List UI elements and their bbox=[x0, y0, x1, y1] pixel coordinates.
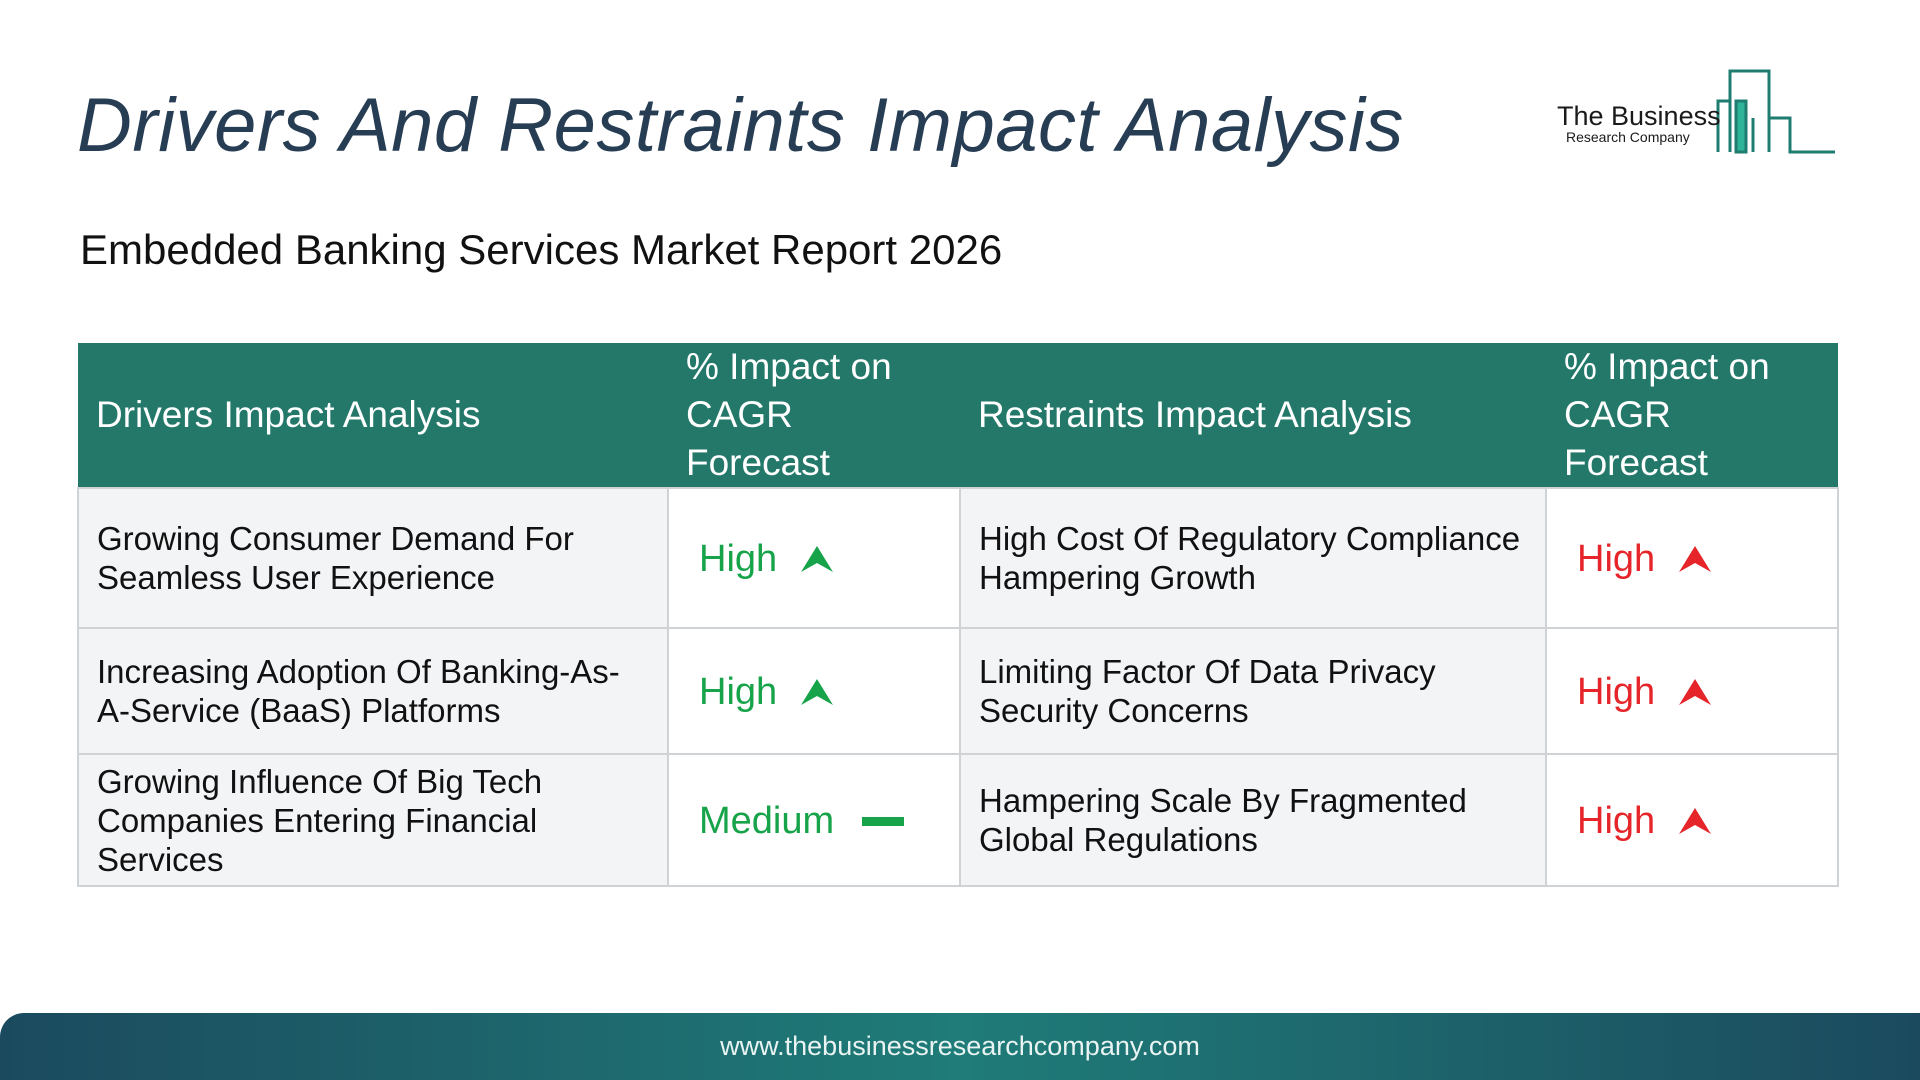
footer-bar: www.thebusinessresearchcompany.com bbox=[0, 1013, 1920, 1080]
building-bars-icon bbox=[1716, 69, 1835, 154]
driver-impact-level: Medium bbox=[699, 799, 835, 842]
impact-table: Drivers Impact Analysis % Impact on CAGR… bbox=[77, 343, 1839, 887]
page-title: Drivers And Restraints Impact Analysis bbox=[77, 83, 1404, 168]
restraint-impact-level: High bbox=[1577, 537, 1656, 580]
driver-impact-level: High bbox=[699, 670, 778, 713]
arrow-up-icon bbox=[801, 546, 834, 573]
driver-cell: Increasing Adoption Of Banking-As-A-Serv… bbox=[77, 627, 669, 755]
logo-tagline: Research Company bbox=[1566, 129, 1690, 145]
table-header-row: Drivers Impact Analysis % Impact on CAGR… bbox=[78, 343, 1838, 488]
arrow-up-icon bbox=[1679, 546, 1712, 573]
footer-url-link[interactable]: www.thebusinessresearchcompany.com bbox=[720, 1031, 1200, 1061]
restraint-cell: High Cost Of Regulatory Compliance Hampe… bbox=[959, 487, 1547, 629]
logo-name: The Business bbox=[1557, 101, 1721, 131]
restraint-impact-cell: High bbox=[1545, 487, 1839, 629]
driver-impact-cell: High bbox=[667, 487, 961, 629]
header-drivers: Drivers Impact Analysis bbox=[78, 343, 668, 488]
restraint-impact-cell: High bbox=[1545, 627, 1839, 755]
driver-impact-cell: High bbox=[667, 627, 961, 755]
header-restraints-impact: % Impact on CAGR Forecast bbox=[1546, 343, 1838, 488]
arrow-up-icon bbox=[1679, 808, 1712, 835]
driver-cell: Growing Influence Of Big Tech Companies … bbox=[77, 753, 669, 887]
restraint-impact-level: High bbox=[1577, 799, 1656, 842]
restraint-impact-cell: High bbox=[1545, 753, 1839, 887]
arrow-up-icon bbox=[1679, 679, 1712, 706]
driver-impact-level: High bbox=[699, 537, 778, 580]
restraint-cell: Limiting Factor Of Data Privacy Security… bbox=[959, 627, 1547, 755]
driver-cell: Growing Consumer Demand For Seamless Use… bbox=[77, 487, 669, 629]
header-restraints: Restraints Impact Analysis bbox=[960, 343, 1546, 488]
driver-impact-cell: Medium bbox=[667, 753, 961, 887]
table-row: Increasing Adoption Of Banking-As-A-Serv… bbox=[77, 627, 1839, 755]
header-drivers-impact: % Impact on CAGR Forecast bbox=[668, 343, 960, 488]
arrow-up-icon bbox=[801, 679, 834, 706]
table-row: Growing Influence Of Big Tech Companies … bbox=[77, 753, 1839, 887]
restraint-cell: Hampering Scale By Fragmented Global Reg… bbox=[959, 753, 1547, 887]
table-row: Growing Consumer Demand For Seamless Use… bbox=[77, 487, 1839, 629]
report-subtitle: Embedded Banking Services Market Report … bbox=[80, 226, 1003, 273]
company-logo[interactable]: The Business Research Company bbox=[1555, 66, 1835, 156]
dash-icon bbox=[862, 817, 905, 827]
restraint-impact-level: High bbox=[1577, 670, 1656, 713]
